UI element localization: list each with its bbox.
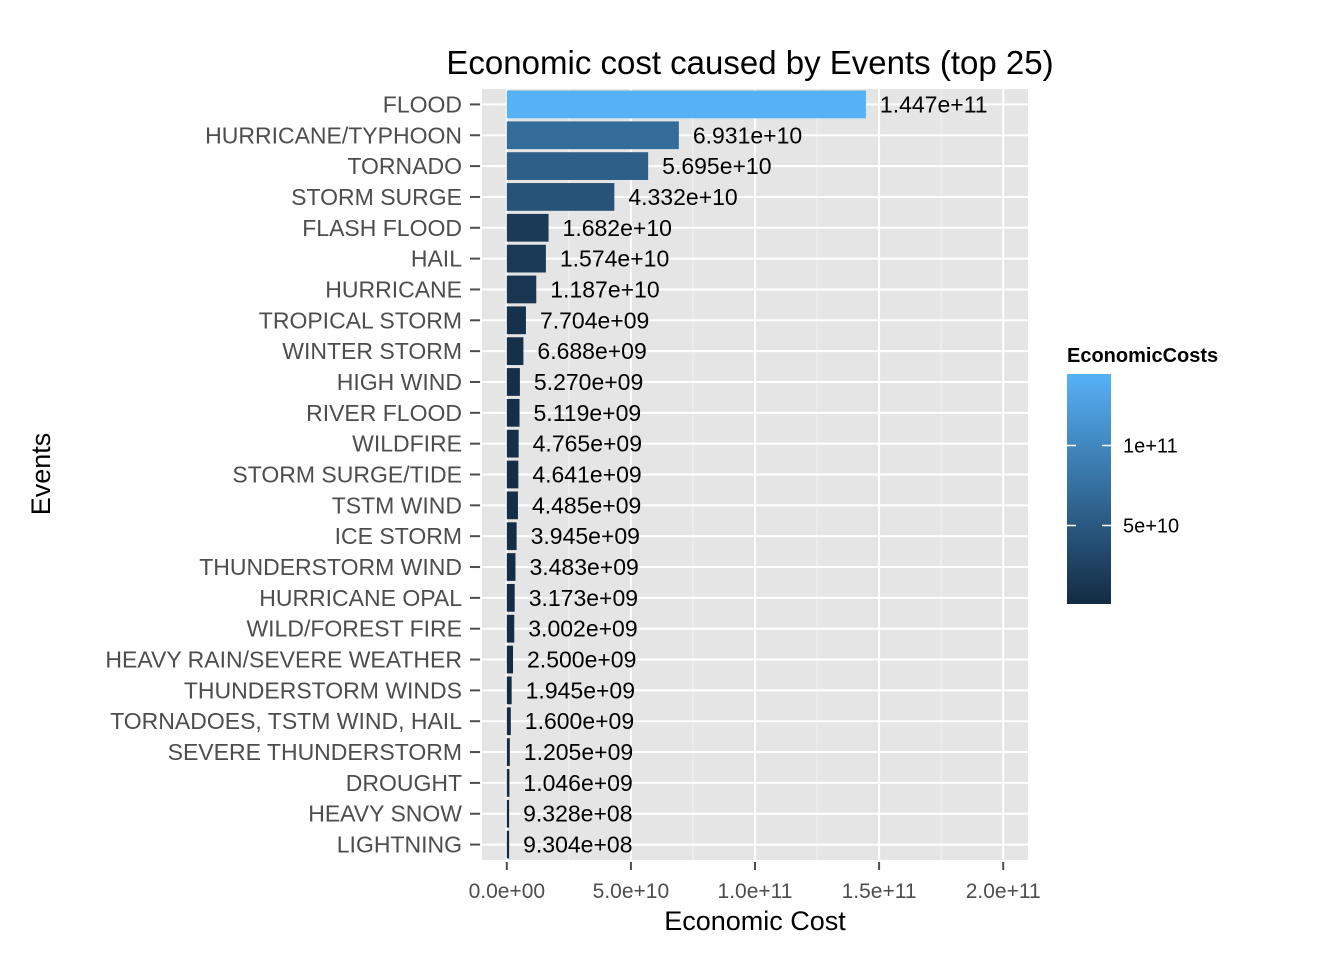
value-label: 4.641e+09: [532, 462, 641, 488]
value-label: 5.695e+10: [662, 153, 771, 179]
bar: [506, 337, 524, 366]
y-tick-label: RIVER FLOOD: [306, 400, 462, 426]
value-label: 1.447e+11: [880, 91, 988, 117]
y-tick-label: DROUGHT: [346, 770, 462, 796]
value-label: 7.704e+09: [540, 307, 649, 333]
y-tick-label: HURRICANE OPAL: [259, 585, 462, 611]
y-tick-label: WILDFIRE: [352, 431, 462, 457]
bar: [506, 707, 511, 736]
bar: [506, 645, 514, 674]
x-tick-label: 1.5e+11: [842, 880, 917, 903]
bar: [506, 553, 516, 581]
x-tick-label: 2.0e+11: [966, 880, 1041, 903]
y-tick-label: HEAVY RAIN/SEVERE WEATHER: [105, 647, 462, 673]
x-axis-title: Economic Cost: [664, 906, 846, 936]
value-label: 4.332e+10: [628, 184, 737, 210]
y-tick-label: FLOOD: [383, 91, 462, 117]
value-labels: 1.447e+11 6.931e+10 5.695e+10 4.332e+10 1.68…: [523, 91, 987, 857]
x-axis: 0.0e+00 5.0e+10 1.0e+11 1.5e+11 2.0e+11: [469, 862, 1041, 903]
bar: [506, 121, 679, 150]
bar: [506, 830, 510, 859]
y-tick-label: HURRICANE: [325, 276, 462, 302]
bar: [506, 583, 515, 612]
bar: [506, 614, 515, 643]
bar: [506, 275, 537, 304]
bar: [506, 769, 510, 797]
bar: [506, 429, 519, 458]
value-label: 1.046e+09: [523, 770, 632, 796]
y-tick-label: WINTER STORM: [282, 338, 462, 364]
legend-colorbar: [1067, 374, 1111, 604]
bar: [506, 522, 517, 551]
y-tick-label: ICE STORM: [335, 523, 462, 549]
y-tick-label: TORNADO: [347, 153, 462, 179]
y-tick-label: STORM SURGE: [291, 184, 462, 210]
bar: [506, 152, 649, 180]
legend-tick-label: 1e+11: [1123, 436, 1178, 458]
y-tick-label: SEVERE THUNDERSTORM: [168, 739, 462, 765]
bar: [506, 90, 866, 119]
value-label: 6.688e+09: [537, 338, 646, 364]
bar: [506, 306, 526, 335]
x-tick-label: 5.0e+10: [593, 880, 670, 903]
value-label: 1.205e+09: [524, 739, 633, 765]
value-label: 9.304e+08: [523, 832, 632, 858]
y-tick-label: HAIL: [411, 246, 462, 272]
bar: [506, 738, 510, 766]
bar: [506, 183, 615, 211]
y-tick-label: LIGHTNING: [337, 832, 462, 858]
value-label: 5.119e+09: [534, 400, 642, 426]
y-axis-title: Events: [26, 433, 56, 516]
y-tick-label: WILD/FOREST FIRE: [246, 616, 462, 642]
y-tick-label: TROPICAL STORM: [259, 307, 462, 333]
y-axis: FLOOD HURRICANE/TYPHOON TORNADO STORM SURGE…: [105, 91, 480, 858]
value-label: 3.002e+09: [528, 616, 637, 642]
value-label: 2.500e+09: [527, 647, 636, 673]
bars: [506, 90, 866, 859]
y-tick-label: STORM SURGE/TIDE: [232, 462, 462, 488]
legend-title: EconomicCosts: [1067, 345, 1218, 367]
value-label: 9.328e+08: [523, 801, 632, 827]
y-tick-label: THUNDERSTORM WINDS: [184, 677, 462, 703]
value-label: 4.765e+09: [533, 431, 642, 457]
value-label: 1.187e+10: [550, 276, 659, 302]
x-tick-label: 1.0e+11: [718, 880, 793, 903]
value-label: 5.270e+09: [534, 369, 643, 395]
bar: [506, 213, 549, 242]
bar: [506, 460, 519, 489]
value-label: 1.574e+10: [560, 246, 669, 272]
y-tick-label: HEAVY SNOW: [308, 801, 462, 827]
chart-title: Economic cost caused by Events (top 25): [446, 44, 1053, 81]
bar: [506, 676, 512, 705]
value-label: 6.931e+10: [693, 122, 802, 148]
legend-tick-label: 5e+10: [1123, 515, 1179, 537]
value-label: 3.945e+09: [531, 523, 640, 549]
value-label: 3.483e+09: [529, 554, 638, 580]
bar: [506, 244, 546, 273]
bar: [506, 398, 520, 427]
value-label: 3.173e+09: [529, 585, 638, 611]
value-label: 1.600e+09: [525, 708, 634, 734]
bar: [506, 368, 520, 396]
y-tick-label: THUNDERSTORM WIND: [199, 554, 462, 580]
value-label: 1.945e+09: [526, 677, 635, 703]
y-tick-label: TORNADOES, TSTM WIND, HAIL: [110, 708, 462, 734]
value-label: 1.682e+10: [563, 215, 672, 241]
bar: [506, 799, 510, 828]
y-tick-label: HIGH WIND: [337, 369, 462, 395]
y-tick-label: HURRICANE/TYPHOON: [205, 122, 462, 148]
legend: EconomicCosts 5e+10 1e+11: [1067, 345, 1218, 604]
bar: [506, 491, 518, 520]
x-tick-label: 0.0e+00: [469, 880, 546, 903]
value-label: 4.485e+09: [532, 492, 641, 518]
legend-ticks: 5e+10 1e+11: [1067, 436, 1179, 537]
y-tick-label: TSTM WIND: [332, 492, 462, 518]
y-tick-label: FLASH FLOOD: [302, 215, 462, 241]
